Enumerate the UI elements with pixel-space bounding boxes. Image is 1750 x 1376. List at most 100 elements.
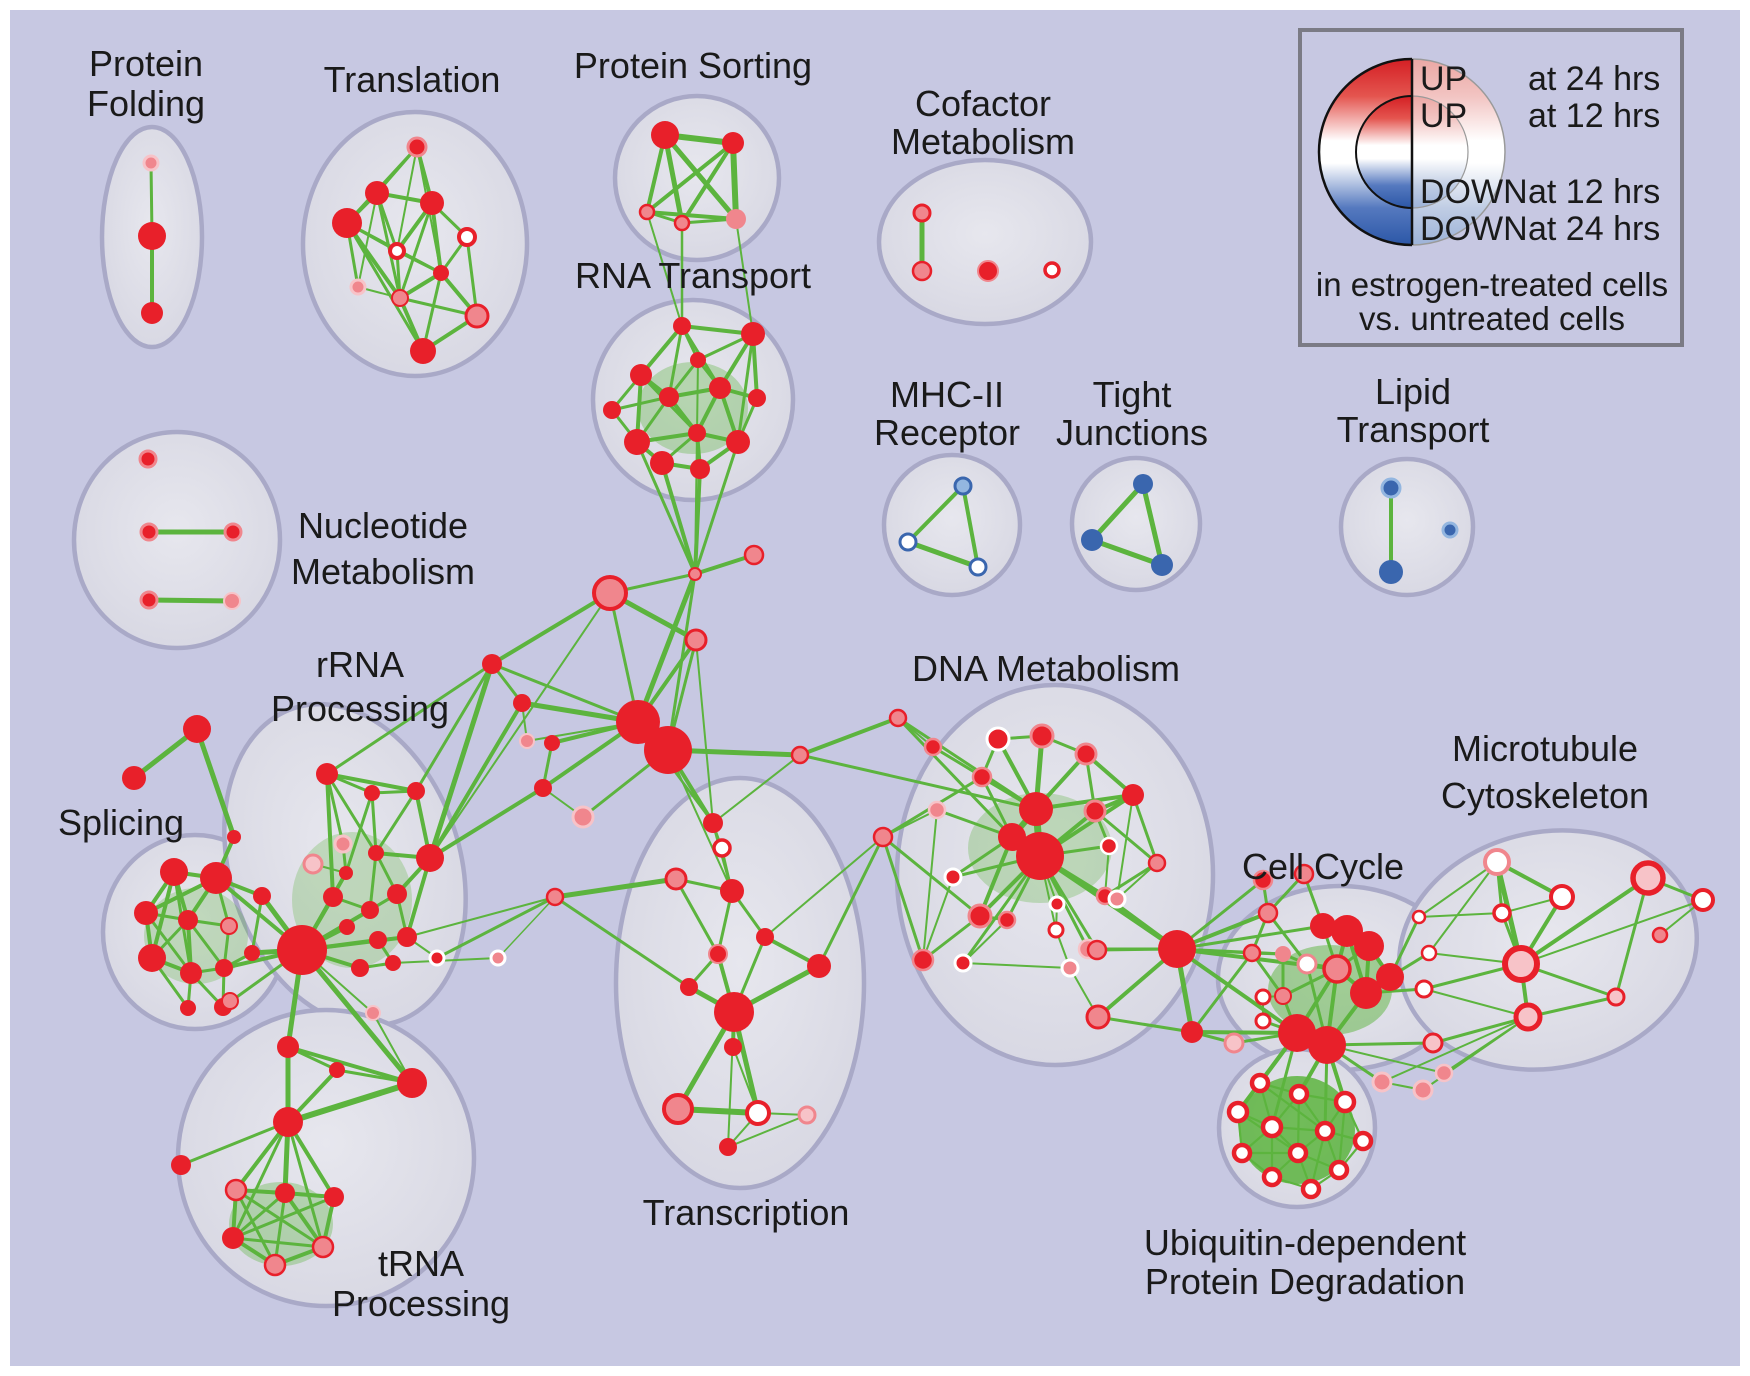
edge-m5-m6 — [1614, 876, 1650, 999]
cluster-label-microtubule-cytoskeleton-line1: Microtubule — [1452, 728, 1638, 769]
edge-t6-t10 — [421, 271, 443, 353]
node-tn3 — [222, 1227, 244, 1249]
edge-d25-d26 — [962, 962, 1071, 969]
edge-rr0-br3 — [325, 662, 494, 776]
legend-caption-line1: in estrogen-treated cells — [1316, 266, 1668, 303]
node-tr3 — [720, 879, 744, 903]
edge-tj0-tj2 — [1140, 481, 1165, 568]
node-u1 — [1288, 1083, 1310, 1105]
edge-db1-d10 — [798, 716, 900, 757]
cluster-bubble-protein-sorting — [612, 93, 782, 263]
node-tr14 — [719, 1138, 737, 1156]
node-cc22 — [1414, 979, 1434, 999]
node-rt10 — [650, 451, 674, 475]
node-br0 — [544, 735, 560, 751]
node-rt6 — [748, 389, 766, 407]
edge-t3-t8 — [398, 201, 434, 300]
node-cm2 — [977, 260, 999, 282]
edge-d29-d30 — [1096, 1015, 1194, 1034]
node-tj1 — [1081, 529, 1103, 551]
edge-t4-t9 — [465, 235, 479, 318]
node-cc11 — [1376, 963, 1404, 991]
edge-tnh-rr18 — [285, 1080, 415, 1125]
edge-cc20-m2 — [1418, 912, 1503, 918]
node-t5 — [388, 242, 406, 260]
node-tn0 — [224, 1178, 248, 1202]
node-cm0 — [912, 203, 932, 223]
node-t2 — [332, 208, 362, 238]
node-tnh — [273, 1107, 303, 1137]
node-d30 — [1181, 1021, 1203, 1043]
edge-u0-u5 — [1258, 1081, 1327, 1133]
node-rr14 — [397, 927, 417, 947]
edge-rt8-ch0 — [694, 432, 698, 575]
node-br4 — [513, 694, 531, 712]
edge-cc21-m0 — [1428, 861, 1498, 954]
edge-n3-n4 — [146, 597, 235, 604]
node-t9 — [464, 303, 490, 329]
node-tr11 — [662, 1093, 694, 1125]
node-db0 — [872, 826, 894, 848]
cluster-label-transcription: Transcription — [643, 1192, 850, 1233]
edge-db0-d31 — [881, 835, 925, 962]
edge-dh-cc15 — [1175, 947, 1299, 1035]
edge-br6-tr4 — [497, 896, 556, 959]
node-t0 — [406, 136, 428, 158]
edge-hub1-tr3 — [667, 749, 733, 892]
cluster-label-mhc-ii-receptor-line2: Receptor — [874, 412, 1020, 453]
edge-d13-d31 — [922, 876, 954, 961]
node-t7 — [349, 278, 367, 296]
node-rr17 — [428, 949, 446, 967]
node-d23 — [1047, 921, 1065, 939]
node-n3 — [139, 590, 159, 610]
edge-mh0-mh2 — [961, 484, 980, 569]
node-u10 — [1261, 1166, 1283, 1188]
node-m2 — [1492, 903, 1512, 923]
node-d24 — [1107, 889, 1127, 909]
node-d11 — [923, 737, 943, 757]
node-d15 — [1099, 836, 1119, 856]
cluster-label-splicing: Splicing — [58, 802, 184, 843]
cluster-bubbles — [71, 93, 1700, 1309]
node-br5 — [519, 733, 535, 749]
cluster-label-translation: Translation — [324, 59, 501, 100]
node-rt3 — [630, 364, 652, 386]
node-s12 — [244, 945, 260, 961]
node-cc2 — [1310, 913, 1336, 939]
edge-tr0-db1 — [712, 754, 801, 824]
node-t6 — [433, 265, 449, 281]
node-d16 — [1147, 853, 1167, 873]
node-cc23 — [1422, 1032, 1444, 1054]
legend-time-label-2: at 12 hrs — [1528, 97, 1660, 135]
edge-ps2-rt0 — [646, 211, 683, 327]
cluster-bubble-mhc-ii-receptor — [881, 452, 1023, 598]
node-m5 — [1606, 987, 1626, 1007]
cluster-label-cofactor-metabolism-line2: Metabolism — [891, 121, 1075, 162]
edge-tnh-tn4 — [286, 1120, 325, 1249]
node-d0 — [985, 726, 1011, 752]
edge-tj1-tj2 — [1089, 537, 1165, 568]
node-m1 — [1549, 884, 1575, 910]
cluster-label-mhc-ii-receptor-line1: MHC-II — [890, 374, 1004, 415]
edge-cc16-cc24 — [1326, 1044, 1445, 1074]
node-s5 — [134, 901, 158, 925]
node-ch2 — [592, 575, 628, 611]
node-rr22 — [365, 1005, 381, 1021]
edge-d5-d16 — [1131, 793, 1159, 865]
edge-cc20-m0 — [1418, 861, 1498, 918]
node-tr9 — [714, 992, 754, 1032]
node-rr6 — [368, 845, 384, 861]
legend-time-label-3: at 12 hrs — [1528, 173, 1660, 211]
node-tr8 — [807, 954, 831, 978]
node-d25 — [953, 953, 973, 973]
node-rr1 — [364, 785, 380, 801]
node-ch3 — [684, 628, 708, 652]
node-d18 — [967, 903, 993, 929]
node-rr10 — [387, 884, 407, 904]
node-rr5 — [339, 866, 353, 880]
node-d27 — [1086, 939, 1108, 961]
node-d21 — [997, 910, 1017, 930]
cluster-label-tight-junctions-line1: Tight — [1093, 374, 1172, 415]
edge-mh1-mh2 — [905, 539, 981, 570]
node-cc16 — [1308, 1026, 1346, 1064]
